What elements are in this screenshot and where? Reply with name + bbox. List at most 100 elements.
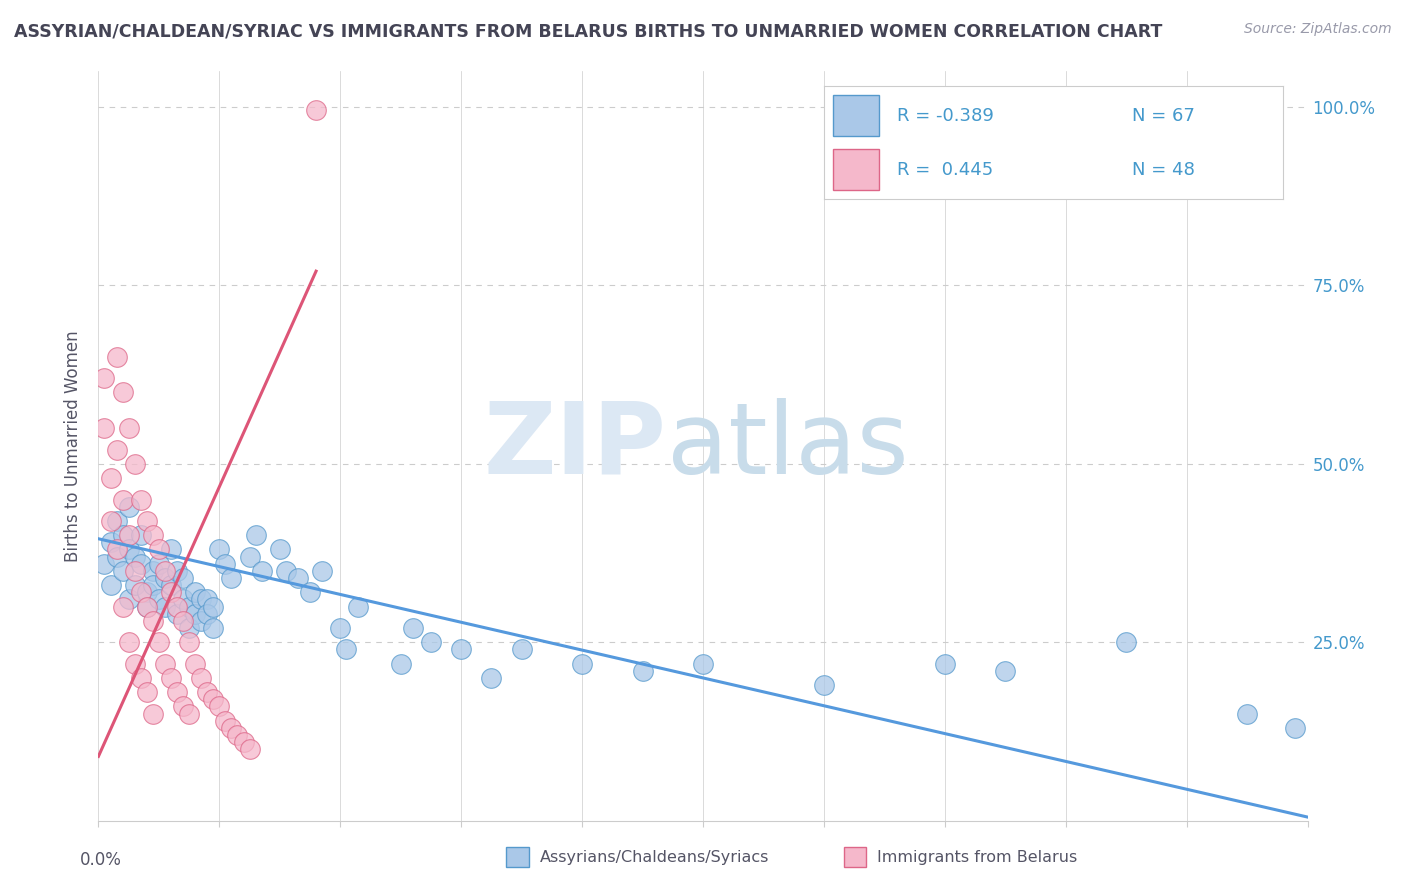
Point — [166, 685, 188, 699]
Point — [111, 528, 134, 542]
Point — [813, 678, 835, 692]
Bar — [844, 847, 866, 867]
Point — [245, 528, 267, 542]
Point — [190, 671, 212, 685]
Point — [166, 599, 188, 614]
Point — [160, 578, 183, 592]
Point — [124, 657, 146, 671]
Point — [190, 614, 212, 628]
Point — [135, 585, 157, 599]
Point — [305, 103, 328, 117]
Point — [172, 699, 194, 714]
Point — [994, 664, 1017, 678]
Point — [389, 657, 412, 671]
Point — [129, 671, 152, 685]
Point — [142, 706, 165, 721]
Point — [269, 542, 291, 557]
Point — [111, 564, 134, 578]
Point — [118, 635, 141, 649]
Point — [111, 599, 134, 614]
Point — [100, 471, 122, 485]
Point — [118, 421, 141, 435]
Point — [153, 571, 176, 585]
Point — [142, 564, 165, 578]
Point — [135, 685, 157, 699]
Point — [232, 735, 254, 749]
Point — [124, 564, 146, 578]
Point — [160, 671, 183, 685]
Bar — [506, 847, 529, 867]
Text: Immigrants from Belarus: Immigrants from Belarus — [877, 850, 1077, 864]
Point — [420, 635, 443, 649]
Point — [335, 642, 357, 657]
Point — [105, 514, 128, 528]
Point — [118, 500, 141, 514]
Point — [124, 457, 146, 471]
Point — [179, 635, 201, 649]
Point — [118, 542, 141, 557]
Point — [202, 621, 225, 635]
Point — [118, 592, 141, 607]
Point — [100, 535, 122, 549]
Point — [105, 350, 128, 364]
Point — [195, 607, 218, 621]
Text: atlas: atlas — [666, 398, 908, 494]
Point — [129, 585, 152, 599]
Point — [105, 542, 128, 557]
Point — [100, 514, 122, 528]
Point — [208, 699, 231, 714]
Point — [124, 578, 146, 592]
Point — [118, 528, 141, 542]
Point — [129, 492, 152, 507]
Point — [214, 557, 236, 571]
Point — [148, 592, 170, 607]
Point — [93, 557, 115, 571]
Point — [184, 607, 207, 621]
Point — [135, 514, 157, 528]
Point — [142, 528, 165, 542]
Point — [202, 692, 225, 706]
Point — [1236, 706, 1258, 721]
Point — [179, 706, 201, 721]
Point — [166, 607, 188, 621]
Point — [100, 578, 122, 592]
Point — [692, 657, 714, 671]
Point — [148, 542, 170, 557]
Point — [311, 564, 333, 578]
Y-axis label: Births to Unmarried Women: Births to Unmarried Women — [63, 330, 82, 562]
Point — [148, 557, 170, 571]
Point — [93, 421, 115, 435]
Point — [153, 599, 176, 614]
Point — [142, 578, 165, 592]
Point — [239, 742, 262, 756]
Point — [481, 671, 503, 685]
Text: Source: ZipAtlas.com: Source: ZipAtlas.com — [1244, 22, 1392, 37]
Point — [571, 657, 593, 671]
Point — [631, 664, 654, 678]
Point — [221, 571, 243, 585]
Point — [299, 585, 322, 599]
Point — [160, 585, 183, 599]
Point — [184, 585, 207, 599]
Point — [221, 721, 243, 735]
Text: 0.0%: 0.0% — [80, 851, 122, 869]
Point — [1284, 721, 1306, 735]
Point — [129, 528, 152, 542]
Text: ZIP: ZIP — [484, 398, 666, 494]
Point — [105, 442, 128, 457]
Point — [1115, 635, 1137, 649]
Point — [172, 571, 194, 585]
Point — [111, 385, 134, 400]
Point — [287, 571, 309, 585]
Point — [214, 714, 236, 728]
Point — [226, 728, 249, 742]
Point — [202, 599, 225, 614]
Point — [450, 642, 472, 657]
Point — [195, 685, 218, 699]
Point — [934, 657, 956, 671]
Point — [105, 549, 128, 564]
Point — [208, 542, 231, 557]
Point — [250, 564, 273, 578]
Point — [153, 564, 176, 578]
Point — [239, 549, 262, 564]
